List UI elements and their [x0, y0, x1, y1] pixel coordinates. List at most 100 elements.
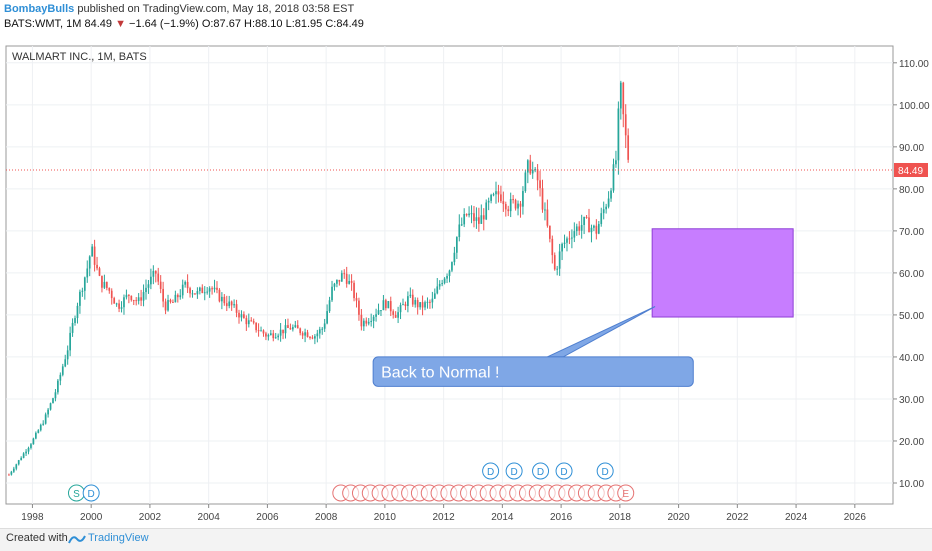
candle-body [534, 169, 537, 171]
candle-body [304, 332, 306, 336]
candle-body [196, 291, 199, 295]
candle-body [81, 290, 84, 292]
dividend-marker-letter: D [510, 467, 517, 478]
candle-body [318, 329, 321, 334]
candle-body [61, 366, 64, 375]
candle-body [448, 270, 451, 276]
candle-body [186, 281, 189, 289]
candle-body [556, 268, 559, 270]
candle-body [517, 203, 519, 209]
tradingview-brand[interactable]: TradingView [88, 532, 149, 544]
publish-line: BombayBulls published on TradingView.com… [4, 3, 354, 15]
y-tick-label: 50.00 [899, 311, 924, 322]
candle-body [529, 160, 532, 174]
candle-body [524, 172, 527, 192]
candle-body [206, 291, 209, 293]
chart-title: WALMART INC., 1M, BATS [12, 51, 147, 63]
candle-body [615, 160, 617, 165]
y-tick-label: 110.00 [899, 59, 929, 70]
candle-body [372, 316, 375, 321]
candle-body [35, 432, 37, 439]
candle-body [120, 307, 123, 309]
candle-body [311, 337, 314, 339]
candle-body [509, 199, 512, 212]
candle-body [243, 314, 245, 319]
candle-body [568, 238, 571, 240]
candle-body [230, 301, 233, 306]
candle-body [458, 224, 461, 238]
candle-body [179, 295, 182, 298]
candle-body [426, 301, 429, 303]
x-tick-label: 2014 [491, 512, 514, 523]
candle-body [88, 256, 91, 269]
dividend-marker-letter: D [560, 467, 567, 478]
dividend-marker [482, 462, 500, 480]
y-tick-label: 20.00 [899, 437, 924, 448]
candle-body [600, 213, 603, 225]
candle-body [411, 294, 414, 305]
x-tick-label: 2020 [667, 512, 690, 523]
candle-body [624, 114, 627, 136]
candle-body [228, 301, 231, 307]
candle-body [176, 294, 179, 298]
candle-body [59, 374, 62, 381]
candle-body [348, 280, 351, 284]
candle-body [203, 292, 206, 294]
candle-body [47, 409, 49, 415]
candle-body [83, 277, 86, 291]
chart-header: BombayBulls published on TradingView.com… [0, 0, 932, 36]
candle-body [571, 237, 573, 239]
candle-body [252, 321, 255, 323]
candle-body [453, 252, 456, 263]
candle-body [482, 215, 485, 220]
candle-body [20, 457, 23, 461]
candle-body [588, 217, 590, 233]
candle-body [465, 214, 468, 216]
candle-body [265, 333, 267, 337]
candle-body [429, 301, 431, 303]
candle-body [451, 262, 453, 271]
candle-body [463, 214, 466, 225]
candle-body [174, 294, 177, 303]
candle-body [39, 424, 42, 431]
candle-body [201, 287, 204, 293]
candle-body [561, 243, 563, 252]
candle-body [235, 304, 238, 313]
candle-body [262, 330, 265, 334]
price-change: −1.64 (−1.9%) [129, 18, 199, 30]
candle-body [184, 281, 187, 285]
candle-body [544, 209, 546, 211]
candle-body [421, 302, 424, 308]
candle-body [142, 292, 145, 301]
candle-body [605, 206, 608, 210]
candle-body [42, 423, 45, 425]
x-tick-label: 2010 [374, 512, 397, 523]
candle-body [340, 273, 343, 282]
candle-body [541, 188, 544, 210]
candle-body [135, 300, 138, 302]
candle-body [619, 82, 622, 109]
y-tick-label: 70.00 [899, 227, 924, 238]
candle-body [255, 322, 257, 331]
candle-body [113, 298, 116, 304]
candle-body [490, 194, 492, 201]
candle-body [245, 318, 248, 325]
publisher-name[interactable]: BombayBulls [4, 3, 75, 15]
candle-body [208, 288, 211, 292]
candle-body [74, 318, 76, 323]
candle-body [267, 334, 270, 337]
candle-body [539, 180, 541, 189]
candle-body [617, 108, 620, 161]
candle-body [213, 287, 216, 290]
last-price-label: 84.49 [898, 166, 923, 177]
candle-body [147, 284, 150, 288]
candle-body [328, 300, 331, 312]
candle-body [76, 305, 79, 319]
callout-box [372, 356, 694, 387]
candlestick-chart[interactable]: 10.00 20.00 30.00 40.00 50.00 60.00 70.00 80.00… [0, 36, 932, 528]
candle-body [473, 213, 475, 221]
candle-body [289, 327, 292, 330]
candle-body [355, 298, 358, 301]
candle-body [233, 304, 235, 306]
candle-body [57, 380, 59, 393]
